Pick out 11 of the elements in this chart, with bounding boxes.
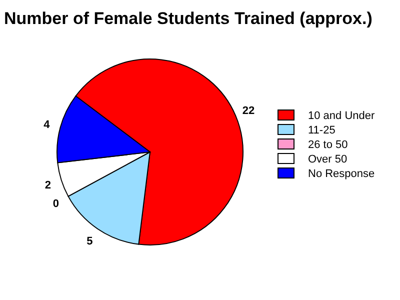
legend-label: 11-25	[308, 124, 336, 136]
legend-label: Over 50	[308, 154, 348, 166]
data-label: 5	[86, 235, 93, 248]
legend-label: 26 to 50	[308, 139, 348, 151]
chart-title: Number of Female Students Trained (approx.)	[4, 9, 372, 28]
data-label: 4	[44, 118, 51, 131]
legend-label: 10 and Under	[308, 110, 375, 122]
data-label: 22	[242, 105, 255, 118]
text: 0	[52, 198, 59, 210]
data-label: 2	[44, 179, 52, 192]
legend-label: No Response	[308, 168, 375, 180]
